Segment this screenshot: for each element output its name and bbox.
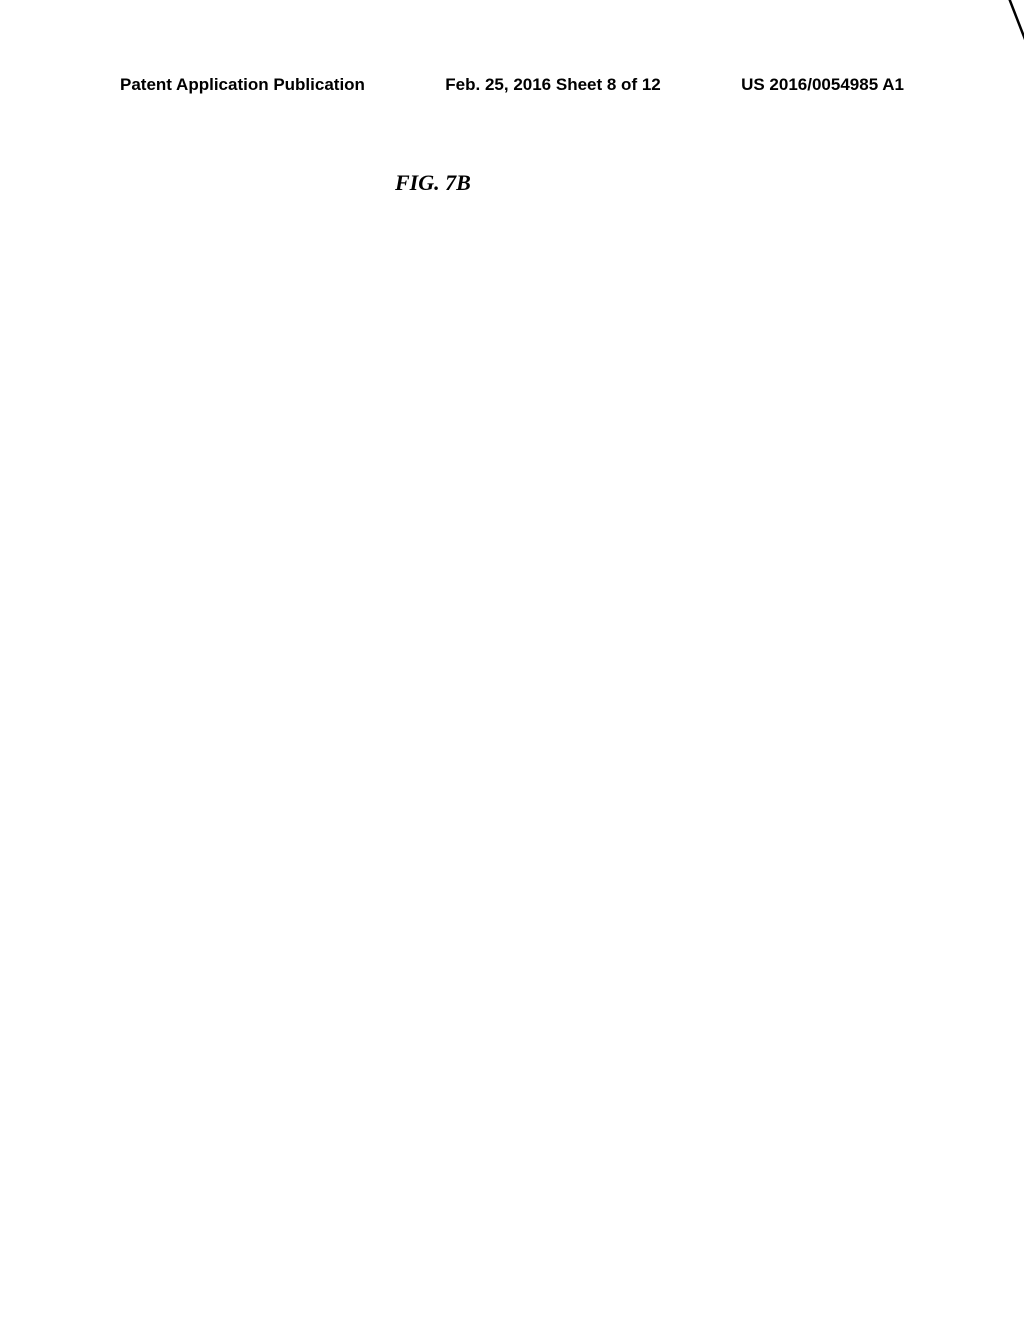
figure-label: FIG. 7B — [395, 170, 471, 196]
diagram-canvas: NATIVEACCESSIBILITYHIERARCHY752WEBACCESS… — [870, 0, 1024, 210]
diagram-edges — [870, 0, 1024, 210]
header-center: Feb. 25, 2016 Sheet 8 of 12 — [445, 75, 660, 95]
header-left: Patent Application Publication — [120, 75, 365, 95]
